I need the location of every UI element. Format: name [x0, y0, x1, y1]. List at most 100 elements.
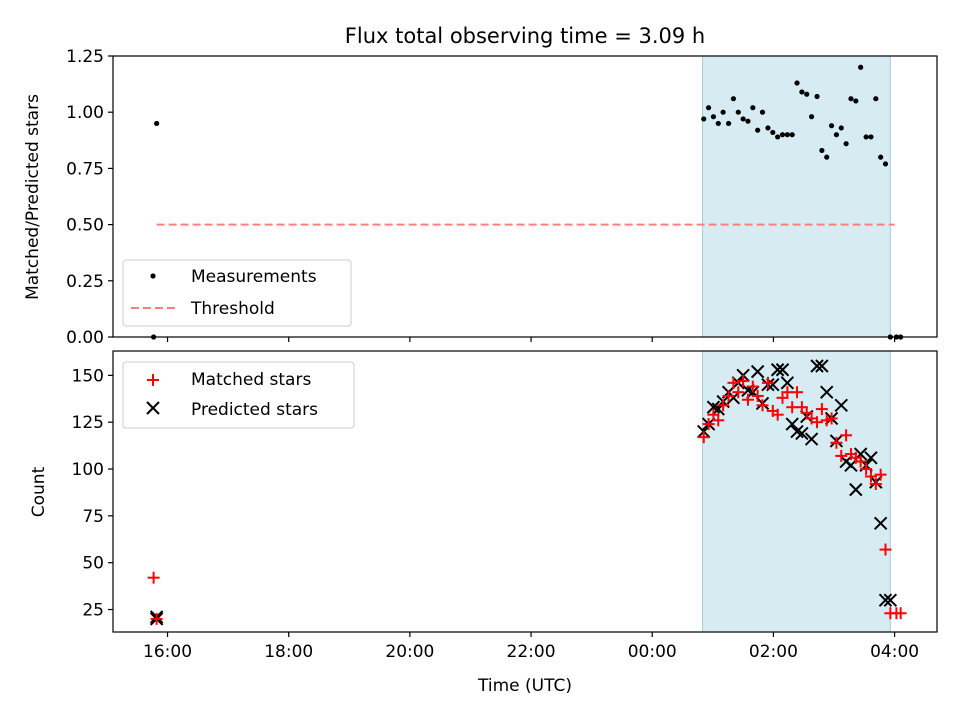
legend-measurements-label: Measurements: [191, 267, 317, 287]
matched-stars-point: [147, 571, 160, 584]
measurement-point: [848, 96, 854, 102]
matched-stars-point: [860, 463, 873, 476]
measurement-point: [710, 114, 717, 120]
predicted-stars-point: [873, 516, 888, 531]
matched-stars-point: [840, 429, 853, 442]
measurement-point: [705, 105, 712, 111]
top-y-tick-label: 0.50: [66, 216, 104, 236]
matched-stars-point: [879, 543, 892, 556]
predicted-stars-point: [820, 385, 834, 399]
top-legend: Measurements Threshold: [122, 259, 352, 327]
predicted-stars-point: [878, 593, 893, 607]
measurement-point: [873, 96, 879, 102]
bottom-axes: 25 50 75 100 125 150 16:00 18:00 20:00 22:00 00:00…: [72, 350, 938, 662]
measurement-point: [819, 147, 825, 154]
legend-threshold-label: Threshold: [190, 299, 275, 319]
measurement-point: [720, 109, 726, 115]
predicted-stars-point: [750, 364, 765, 379]
matched-stars-point: [741, 393, 754, 406]
measurement-point: [154, 120, 160, 127]
measurement-point: [770, 129, 776, 136]
predicted-stars-point: [883, 593, 898, 607]
measurement-point: [740, 116, 746, 122]
matched-stars-point: [761, 376, 774, 389]
top-y-tick-label: 0.00: [66, 328, 104, 348]
matched-stars-point: [722, 389, 735, 402]
measurement-point: [878, 154, 884, 160]
measurement-point: [715, 120, 721, 127]
matched-stars-point: [702, 418, 715, 431]
top-y-tick-label: 1.25: [66, 47, 104, 67]
measurement-point: [735, 109, 741, 115]
matched-stars-point: [864, 470, 877, 483]
bottom-legend: Matched stars Predicted stars: [122, 361, 355, 429]
measurement-point: [814, 93, 820, 100]
bottom-x-tick-label: 20:00: [385, 642, 434, 662]
top-axes: 0.00 0.25 0.50 0.75 1.00 1.25: [66, 47, 938, 348]
matched-stars-point: [746, 380, 759, 393]
matched-stars-point: [150, 612, 163, 625]
predicted-stars-point: [815, 359, 829, 373]
measurement-point: [730, 96, 737, 102]
x-axis-label: Time (UTC): [477, 676, 572, 696]
measurement-point: [863, 134, 869, 140]
measurement-point: [858, 64, 864, 70]
bottom-y-tick-label: 125: [72, 413, 104, 433]
measurement-point: [794, 80, 800, 86]
bottom-legend-box: [122, 361, 355, 429]
bottom-x-tick-label: 02:00: [749, 642, 798, 662]
bottom-y-tick-label: 100: [72, 460, 104, 480]
predicted-stars-point: [775, 363, 790, 377]
matched-stars-point: [874, 468, 887, 481]
legend-predicted-label: Predicted stars: [191, 400, 318, 420]
top-observing-window: [702, 55, 891, 338]
measurement-point: [824, 154, 830, 160]
matched-stars-point: [771, 408, 784, 421]
measurement-point: [784, 132, 790, 138]
bottom-y-tick-label: 25: [82, 601, 104, 621]
top-y-tick-label: 1.00: [66, 103, 104, 123]
matched-stars-point: [751, 389, 764, 402]
bottom-panel: 25 50 75 100 125 150 16:00 18:00 20:00 22:00 00:00…: [29, 350, 938, 696]
predicted-stars-point: [770, 363, 785, 377]
matched-stars-point: [732, 386, 745, 399]
measurement-point: [725, 120, 732, 127]
matched-stars-point: [712, 414, 725, 427]
predicted-stars-point: [834, 398, 848, 413]
measurement-point: [843, 141, 849, 147]
top-y-tick-label: 0.75: [66, 159, 104, 179]
matched-stars-point: [811, 416, 824, 429]
matched-stars-point: [894, 607, 907, 620]
bottom-x-tick-label: 04:00: [870, 642, 919, 662]
bottom-x-tick-label: 22:00: [507, 642, 556, 662]
bottom-y-tick-label: 75: [82, 507, 104, 527]
bottom-count-points: [147, 359, 907, 626]
predicted-stars-point: [804, 432, 819, 446]
bottom-y-tick-label: 150: [72, 366, 104, 386]
matched-stars-point: [737, 374, 750, 387]
matched-stars-point: [815, 403, 828, 416]
chart-title: Flux total observing time = 3.09 h: [345, 24, 705, 48]
measurement-point: [799, 89, 805, 95]
bottom-x-tick-label: 00:00: [628, 642, 677, 662]
predicted-stars-point: [849, 482, 863, 497]
top-measurement-points: [150, 64, 904, 340]
bottom-y-axis-label: Count: [29, 466, 49, 517]
bottom-x-tick-label: 16:00: [143, 642, 192, 662]
matched-stars-point: [791, 386, 804, 399]
matched-stars-point: [717, 399, 730, 412]
legend-measurements-marker: [150, 273, 156, 279]
bottom-x-tick-label: 18:00: [264, 642, 313, 662]
top-y-tick-label: 0.25: [66, 272, 104, 292]
matched-stars-point: [854, 455, 867, 468]
bottom-y-tick-label: 50: [82, 554, 104, 574]
matched-stars-point: [869, 478, 882, 491]
matched-stars-point: [830, 436, 843, 449]
bottom-plot-frame: [112, 350, 938, 633]
legend-matched-marker: [147, 374, 159, 386]
measurement-point: [828, 123, 835, 129]
measurement-point: [838, 125, 844, 131]
measurement-point: [853, 98, 859, 104]
predicted-stars-point: [864, 451, 878, 465]
